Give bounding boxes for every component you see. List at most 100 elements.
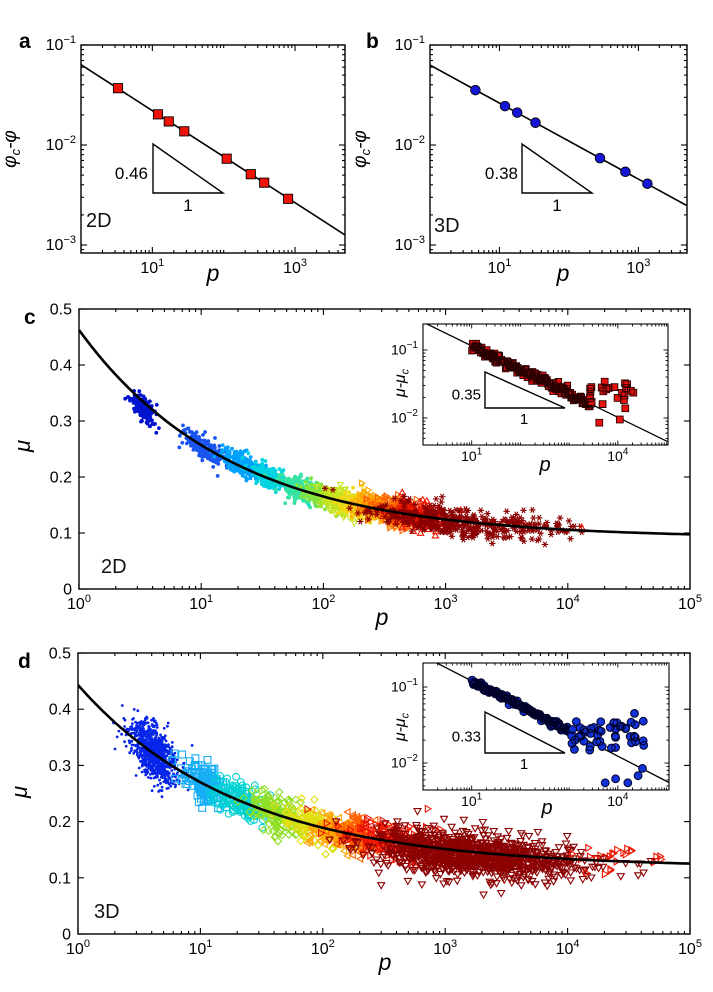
y-tick-label: 0.3 <box>49 758 71 775</box>
y-tick-label: 0.2 <box>50 470 72 487</box>
y-tick-label: 0 <box>63 582 72 599</box>
panel-d-fit-curve <box>78 684 690 865</box>
panel-c-frame <box>78 308 691 590</box>
panel-c-plot-area <box>79 329 690 548</box>
panel-a-fit-line <box>81 64 345 236</box>
panel-a-plot-area <box>81 64 345 236</box>
panel-d-inset-y-axis-label: μ-μc <box>392 712 412 742</box>
panel-c: 100 101 102 103 104 105 0 0.1 0.2 0.3 0.4 0.5 p μ <box>10 302 702 631</box>
x-tick-label: 101 <box>140 257 164 277</box>
panel-c-tick-labels: 100 101 102 103 104 105 0 0.1 0.2 0.3 0.4 0.5 <box>50 302 702 614</box>
slope-value-label: 0.33 <box>452 728 481 745</box>
panel-d-inset-band-0 <box>467 675 576 737</box>
panel-b-plot-area <box>430 64 687 207</box>
y-tick-label: 0.5 <box>50 302 72 319</box>
panel-a-y-axis-label: φc-φ <box>0 130 23 168</box>
panel-c-x-axis-label: p <box>375 604 389 630</box>
y-tick-label: 0.4 <box>50 358 72 375</box>
panel-c-inset-plot-area <box>425 324 668 443</box>
y-tick-label: 10−1 <box>46 34 76 54</box>
panel-c-inset-band-0 <box>468 339 595 411</box>
panel-d-inset: 101 104 10−1 10−2 p μ-μc 0.33 1 <box>391 662 670 819</box>
x-tick-label: 100 <box>67 593 91 613</box>
panel-b-slope-triangle <box>521 142 595 194</box>
x-tick-label: 103 <box>626 257 650 277</box>
inset-d-outliers <box>600 709 647 788</box>
panel-c-fit-curve <box>79 329 690 536</box>
x-tick-label: 101 <box>188 938 212 958</box>
panel-d-inset-plot-area <box>435 663 669 788</box>
panel-d-cluster-10 <box>569 843 666 879</box>
panel-c-letter: c <box>24 306 36 329</box>
panel-d-plot-area <box>78 684 690 900</box>
panel-c-y-axis-label: μ <box>10 440 35 453</box>
panel-a-slope-triangle <box>152 142 226 194</box>
panel-d-inset-tick-labels: 101 104 10−1 10−2 <box>391 677 629 809</box>
x-tick-label: 105 <box>678 593 702 613</box>
y-tick-label: 10−2 <box>395 134 425 154</box>
panel-d-inset-slope-triangle <box>484 710 566 754</box>
x-tick-label: 101 <box>487 257 511 277</box>
y-tick-label: 0.2 <box>49 814 71 831</box>
y-tick-label: 10−3 <box>395 234 425 254</box>
x-tick-label: 101 <box>461 447 483 464</box>
panel-d-inset-flat-0 <box>567 716 649 755</box>
panel-a-tick-labels: 101 103 10−1 10−2 10−3 <box>46 34 307 277</box>
panel-d-y-axis-label: μ <box>7 786 32 799</box>
panel-c-inset-flat-0 <box>586 377 638 427</box>
slope-value-label: 0.38 <box>485 164 518 183</box>
panel-b-frame <box>429 44 688 254</box>
x-tick-label: 104 <box>556 593 580 613</box>
x-tick-label: 105 <box>678 938 702 958</box>
y-tick-label: 10−2 <box>391 753 418 770</box>
panel-b-tick-labels: 101 103 10−1 10−2 10−3 <box>395 34 651 277</box>
x-tick-label: 101 <box>461 792 483 809</box>
panel-d-inset-frame <box>422 662 670 791</box>
x-tick-label: 102 <box>311 938 335 958</box>
x-tick-label: 100 <box>66 938 90 958</box>
slope-value-label: 0.35 <box>452 386 481 403</box>
panel-b-x-axis-label: p <box>556 260 570 286</box>
panel-d-x-axis-label: p <box>378 949 392 975</box>
phi-vs-p-2d <box>112 83 294 204</box>
y-tick-label: 10−2 <box>46 134 76 154</box>
panel-d-letter: d <box>18 650 31 673</box>
y-tick-label: 10−1 <box>391 677 418 694</box>
panel-d-tick-labels: 100 101 102 103 104 105 0 0.1 0.2 0.3 0.4 0.5 <box>49 646 702 959</box>
y-tick-label: 0 <box>62 927 71 944</box>
y-tick-label: 0.1 <box>49 870 71 887</box>
panel-c-inset-frame <box>422 323 669 446</box>
panel-c-inset-slope-triangle <box>484 370 566 409</box>
panel-d-cluster-0 <box>112 704 194 799</box>
x-tick-label: 103 <box>434 593 458 613</box>
slope-base-label: 1 <box>183 196 192 215</box>
y-tick-label: 0.5 <box>49 646 71 663</box>
low-outlier-square <box>615 415 624 424</box>
y-tick-label: 0.4 <box>49 702 71 719</box>
panel-b: 101 103 10−1 10−2 10−3 p φc-φ 0.38 1 <box>350 34 688 286</box>
phi-vs-p-3d <box>470 84 653 189</box>
y-tick-label: 10−1 <box>391 340 418 357</box>
x-tick-label: 104 <box>607 447 629 464</box>
slope-base-label: 1 <box>520 411 528 428</box>
y-tick-label: 10−1 <box>395 34 425 54</box>
panel-d-dim-label: 3D <box>94 901 120 923</box>
panel-c-inset: 101 104 10−1 10−2 p μ-μc 0.35 1 <box>391 323 669 476</box>
slope-value-label: 0.46 <box>115 164 148 183</box>
panel-c-inset-tick-labels: 101 104 10−1 10−2 <box>391 340 629 464</box>
y-tick-label: 10−2 <box>391 408 418 425</box>
panel-b-dim-label: 3D <box>434 215 460 237</box>
y-tick-label: 10−3 <box>46 234 76 254</box>
x-tick-label: 104 <box>607 792 629 809</box>
panel-d: 100 101 102 103 104 105 0 0.1 0.2 0.3 0.4 0.5 p μ <box>7 646 702 976</box>
panel-c-inset-x-axis-label: p <box>538 454 550 476</box>
y-tick-label: 0.3 <box>50 414 72 431</box>
x-tick-label: 103 <box>433 938 457 958</box>
panel-b-axes <box>429 44 688 253</box>
x-tick-label: 101 <box>189 593 213 613</box>
panel-a-x-axis-label: p <box>206 260 220 286</box>
panel-a-frame <box>80 44 346 254</box>
panel-c-cluster-0 <box>123 388 161 435</box>
